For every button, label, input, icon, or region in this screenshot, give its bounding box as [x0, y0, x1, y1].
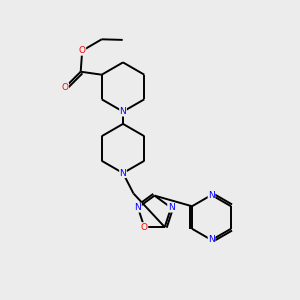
Text: N: N: [168, 203, 174, 212]
Text: N: N: [120, 169, 126, 178]
Text: N: N: [120, 107, 126, 116]
Text: O: O: [79, 46, 86, 55]
Text: N: N: [135, 203, 141, 212]
Text: O: O: [61, 83, 69, 92]
Text: N: N: [208, 236, 215, 244]
Text: N: N: [208, 190, 215, 200]
Text: O: O: [141, 223, 148, 232]
